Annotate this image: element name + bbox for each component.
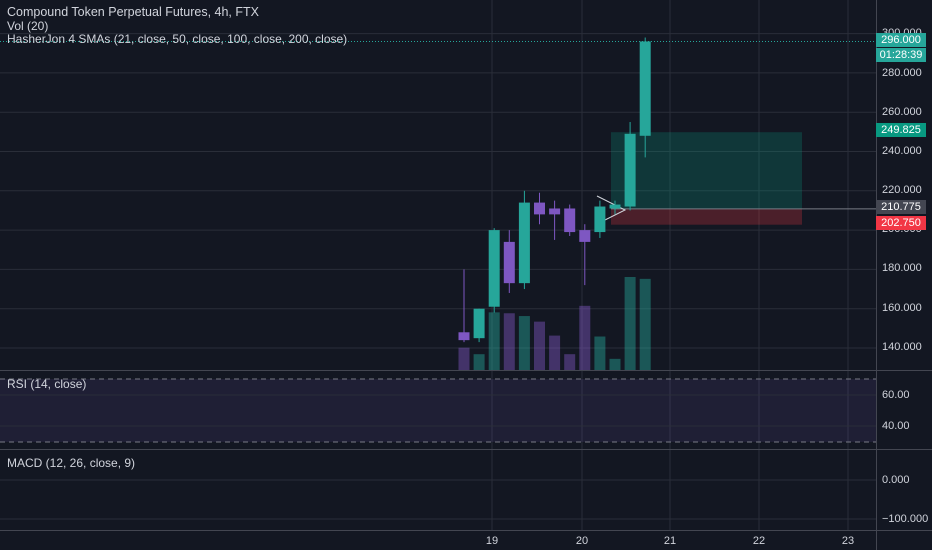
candle-body: [518, 202, 530, 284]
indicator-panels: [0, 378, 876, 520]
volume-bar: [579, 305, 591, 370]
candle-body: [488, 230, 500, 307]
candle-body: [624, 133, 636, 207]
volume-bars: [458, 277, 651, 370]
candle-body: [609, 204, 621, 209]
volume-bar: [503, 313, 515, 370]
candlesticks: [0, 37, 876, 343]
candle-body: [473, 308, 485, 339]
sma-study-label[interactable]: HasherJon 4 SMAs (21, close, 50, close, …: [7, 32, 348, 46]
profit-zone: [611, 132, 802, 209]
last-price-badge: 296.000: [876, 33, 926, 47]
time-label: 21: [663, 535, 677, 547]
rsi-study-label[interactable]: RSI (14, close): [7, 377, 87, 391]
price-tick: 240.000: [882, 145, 922, 157]
candle-body: [579, 230, 591, 242]
position-arrow: [596, 195, 627, 225]
candle-body: [594, 206, 606, 233]
volume-bar: [564, 354, 576, 370]
volume-bar: [594, 336, 606, 370]
macd-study-label[interactable]: MACD (12, 26, close, 9): [7, 456, 136, 470]
volume-bar: [534, 321, 545, 370]
volume-bar: [549, 335, 561, 370]
price-tick: 260.000: [882, 106, 922, 118]
price-tick: 180.000: [882, 262, 922, 274]
rsi-band: [0, 379, 876, 442]
time-label: 20: [575, 535, 589, 547]
macd-tick: 0.000: [882, 474, 910, 486]
candle-body: [549, 208, 561, 215]
price-tick: 220.000: [882, 184, 922, 196]
price-tick: 160.000: [882, 302, 922, 314]
macd-tick: −100.000: [882, 513, 929, 525]
bar-countdown-badge: 01:28:39: [876, 48, 926, 62]
time-label: 23: [841, 535, 855, 547]
volume-bar: [518, 316, 530, 370]
candle-body: [564, 208, 576, 233]
candle-body: [458, 332, 470, 341]
long-position-tool[interactable]: [596, 132, 876, 225]
rsi-tick: 40.00: [882, 420, 910, 432]
volume-bar: [624, 277, 636, 370]
candle-body: [503, 241, 515, 284]
candle-body: [639, 41, 651, 136]
chart-title[interactable]: Compound Token Perpetual Futures, 4h, FT…: [7, 5, 259, 19]
rsi-tick: 60.00: [882, 389, 910, 401]
entry-price-badge: 210.775: [876, 200, 926, 214]
volume-bar: [458, 347, 470, 370]
time-label: 19: [485, 535, 499, 547]
volume-study-label[interactable]: Vol (20): [7, 19, 49, 33]
target-price-badge: 249.825: [876, 123, 926, 137]
volume-bar: [488, 312, 500, 370]
volume-bar: [609, 358, 621, 370]
candle-body: [534, 202, 545, 215]
time-label: 22: [752, 535, 766, 547]
volume-bar: [639, 278, 651, 370]
volume-bar: [473, 354, 485, 370]
price-tick: 280.000: [882, 67, 922, 79]
loss-zone: [611, 208, 802, 225]
stop-price-badge: 202.750: [876, 216, 926, 230]
price-tick: 140.000: [882, 341, 922, 353]
